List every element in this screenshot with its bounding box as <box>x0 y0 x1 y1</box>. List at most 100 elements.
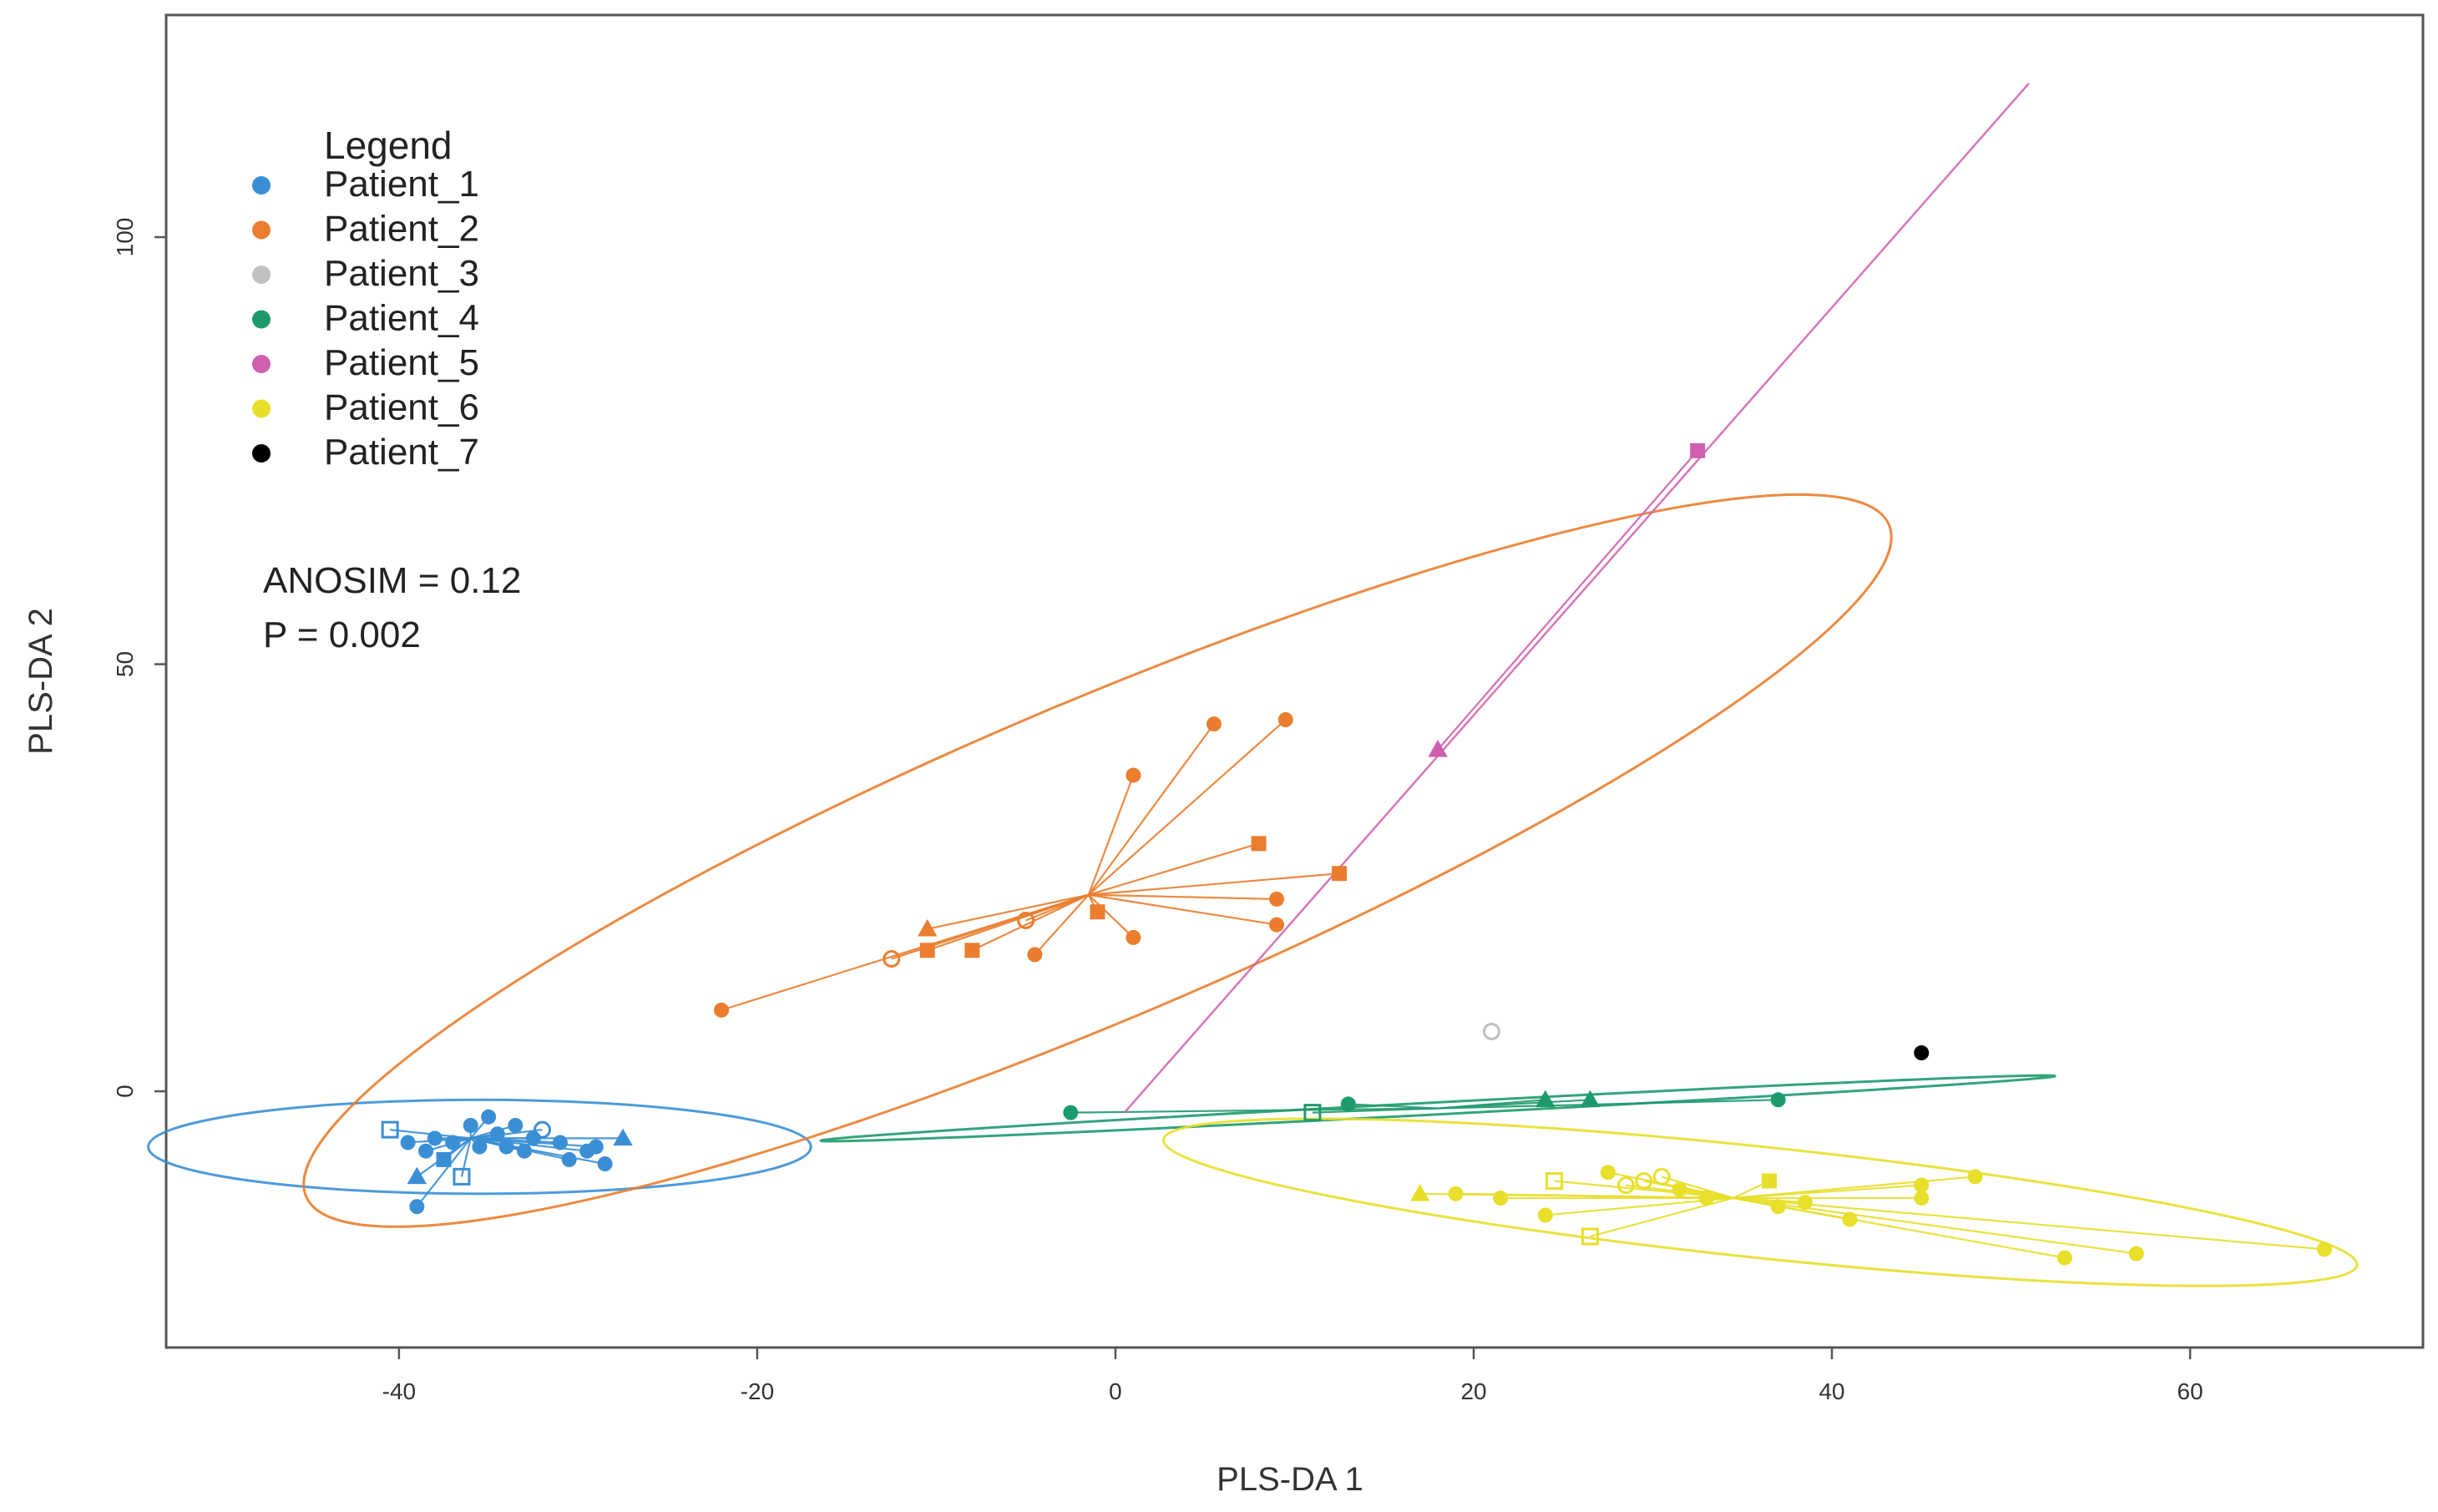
legend-label-patient-6: Patient_6 <box>324 387 479 428</box>
patient-1-point-19 <box>588 1139 604 1155</box>
y-axis-title: PLS-DA 2 <box>23 608 59 755</box>
legend-title: Legend <box>324 124 453 167</box>
patient-6-point-10 <box>1672 1181 1687 1197</box>
patient-4-point-1 <box>1303 1104 1322 1122</box>
patient-6-point-17 <box>1914 1190 1930 1206</box>
patient-2-point-14 <box>1269 917 1285 933</box>
patient-2-connector-9 <box>1087 775 1135 896</box>
patient-1-point-22 <box>407 1166 427 1185</box>
patient-6-connector-19 <box>1732 1196 2066 1259</box>
x-axis-title: PLS-DA 1 <box>1216 1461 1363 1498</box>
x-tick-label-60: 60 <box>2178 1378 2203 1404</box>
patient-6-point-3 <box>1537 1207 1553 1223</box>
patient-2-connector-14 <box>1088 893 1277 926</box>
patient-4-connector-2 <box>1348 1103 1439 1110</box>
patient-6-point-15 <box>1842 1211 1858 1227</box>
legend-label-patient-2: Patient_2 <box>324 209 479 250</box>
patient-2-connector-10 <box>1087 723 1215 896</box>
patient-1-connector-23 <box>416 1137 472 1207</box>
patient-2-connector-8 <box>1088 893 1135 938</box>
patient-4-point-4 <box>1580 1090 1601 1108</box>
x-tick-label--20: -20 <box>741 1378 774 1404</box>
patient-3-point-0 <box>1482 1022 1500 1040</box>
patient-6-point-0 <box>1409 1184 1430 1201</box>
legend-marker-patient-6 <box>252 399 271 418</box>
patient-4-point-5 <box>1770 1092 1786 1108</box>
legend: LegendPatient_1Patient_2Patient_3Patient… <box>252 124 479 473</box>
patient-4-point-3 <box>1535 1090 1555 1108</box>
patient-2-point-4 <box>964 943 980 958</box>
ellipses-layer <box>147 493 2359 1287</box>
legend-label-patient-7: Patient_7 <box>324 432 479 473</box>
patient-6-ellipse <box>1162 1117 2359 1287</box>
patient-5-point-0 <box>1428 740 1448 757</box>
legend-label-patient-4: Patient_4 <box>324 298 479 339</box>
patient-2-point-15 <box>1332 866 1348 882</box>
legend-label-patient-1: Patient_1 <box>324 164 479 205</box>
patient-2-connector-4 <box>971 893 1090 952</box>
patient-1-point-9 <box>481 1109 497 1125</box>
patient-2-point-1 <box>883 950 901 968</box>
patient-2-connector-5 <box>1034 894 1090 956</box>
legend-marker-patient-3 <box>252 265 271 284</box>
patient-1-point-21 <box>613 1128 633 1146</box>
patient-1-point-20 <box>597 1156 613 1172</box>
patient-4-connector-5 <box>1438 1099 1778 1110</box>
patient-6-point-20 <box>2128 1246 2144 1262</box>
patient-6-point-7 <box>1616 1176 1635 1195</box>
patient-1-point-12 <box>508 1118 524 1133</box>
patient-6-point-1 <box>1448 1186 1464 1201</box>
y-tick-label-0: 0 <box>112 1085 138 1098</box>
patient-1-connector-15 <box>470 1129 543 1140</box>
patient-1-point-3 <box>427 1130 443 1146</box>
patient-2-point-11 <box>1277 712 1293 728</box>
patient-7-point-0 <box>1914 1045 1930 1061</box>
patient-1-point-23 <box>409 1199 425 1215</box>
x-tick-label--40: -40 <box>382 1378 416 1404</box>
points-layer <box>381 442 2333 1266</box>
connector-lines-layer <box>390 83 2325 1259</box>
patient-6-point-9 <box>1652 1167 1671 1186</box>
patient-6-connector-20 <box>1732 1196 2137 1255</box>
patient-6-point-13 <box>1770 1199 1786 1215</box>
patient-6-point-18 <box>1967 1169 1983 1185</box>
y-tick-label-50: 50 <box>112 651 138 677</box>
patient-1-point-7 <box>463 1118 478 1133</box>
patient-2-point-6 <box>1017 911 1035 929</box>
patient-1-point-11 <box>498 1139 514 1155</box>
axes-layer: -40 -20 0 20 40 60 0 50 100 <box>112 218 2203 1404</box>
patient-2-point-9 <box>1125 767 1141 783</box>
x-tick-label-40: 40 <box>1818 1378 1844 1404</box>
patient-6-point-16 <box>1914 1177 1930 1193</box>
patient-1-point-8 <box>472 1139 488 1155</box>
patient-2-point-8 <box>1125 929 1141 945</box>
patient-6-point-21 <box>2317 1241 2333 1257</box>
patient-1-point-1 <box>400 1135 416 1150</box>
patient-2-point-3 <box>918 918 938 937</box>
patient-4-connector-0 <box>1070 1107 1439 1114</box>
x-tick-label-0: 0 <box>1109 1378 1122 1404</box>
patient-6-point-11 <box>1698 1190 1714 1206</box>
patient-2-connector-3 <box>927 893 1090 930</box>
patient-6-point-8 <box>1635 1172 1653 1190</box>
patient-1-point-2 <box>418 1143 434 1159</box>
patient-1-point-13 <box>517 1143 533 1159</box>
patient-6-connector-21 <box>1732 1196 2325 1251</box>
legend-marker-patient-5 <box>252 355 271 373</box>
patient-4-connector-1 <box>1312 1107 1439 1114</box>
patient-2-connector-13 <box>1088 893 1277 900</box>
patient-4-point-2 <box>1340 1096 1356 1112</box>
patient-1-point-4 <box>436 1151 452 1167</box>
legend-marker-patient-4 <box>252 310 271 329</box>
patient-5-axis-line <box>1123 83 2030 1114</box>
patient-1-ellipse <box>147 1098 812 1196</box>
patient-6-point-6 <box>1600 1165 1616 1181</box>
patient-2-point-0 <box>714 1002 730 1018</box>
patient-1-point-16 <box>552 1135 568 1150</box>
p-value-annotation: P = 0.002 <box>263 614 421 655</box>
patient-2-connector-12 <box>1088 842 1259 896</box>
patient-6-point-4 <box>1545 1172 1564 1190</box>
patient-4-point-0 <box>1063 1105 1079 1120</box>
patient-2-point-2 <box>919 943 935 958</box>
patient-6-point-19 <box>2056 1250 2072 1266</box>
